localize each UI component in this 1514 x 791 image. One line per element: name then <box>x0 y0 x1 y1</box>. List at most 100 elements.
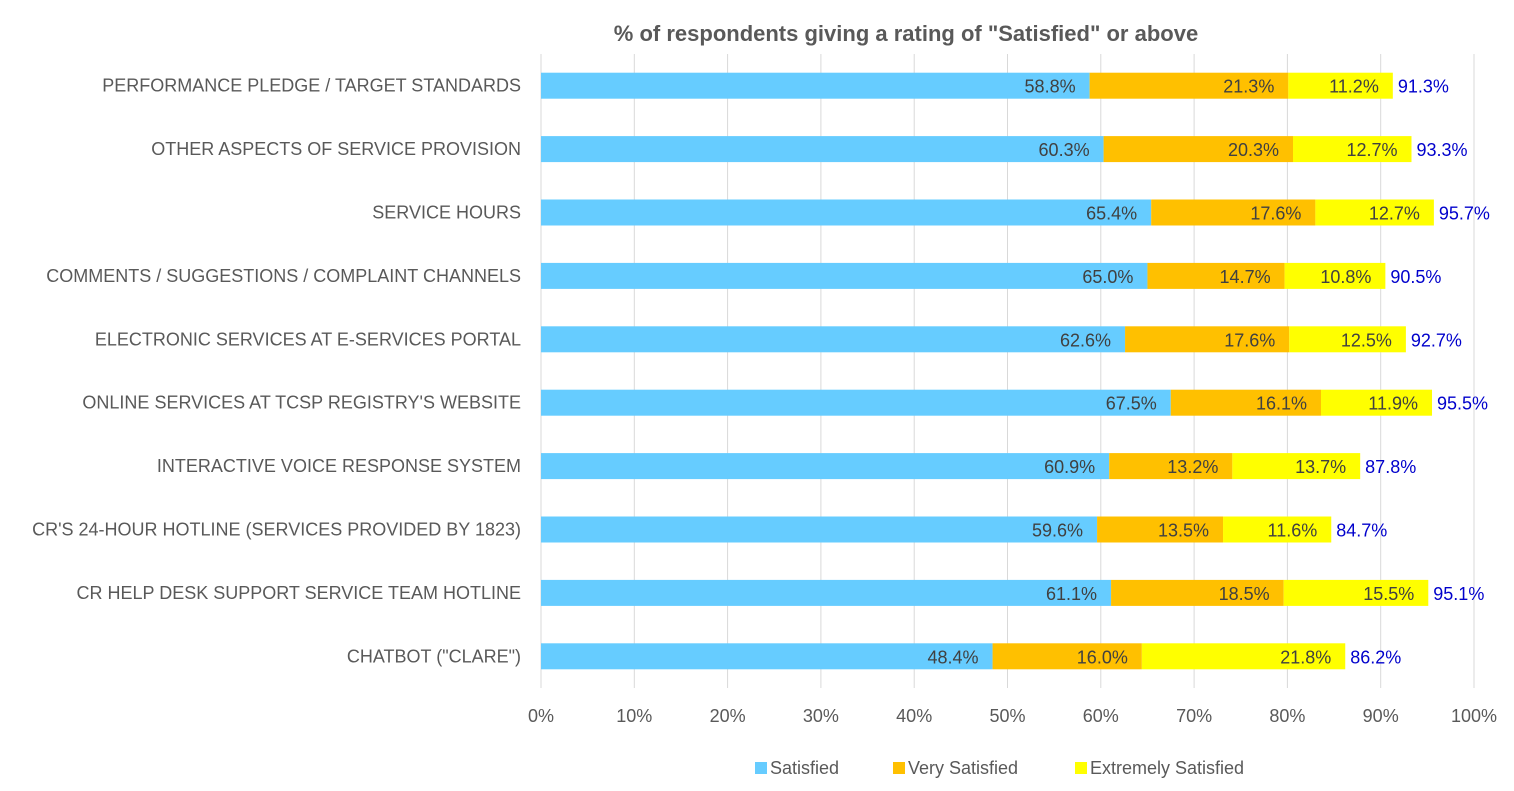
bar-segment-satisfied[interactable] <box>541 453 1110 480</box>
segment-value-label: 14.7% <box>1220 267 1271 287</box>
bar-segment-satisfied[interactable] <box>541 72 1090 99</box>
segment-value-label: 13.2% <box>1167 457 1218 477</box>
bar-segment-extremely-satisfied[interactable] <box>1315 199 1434 226</box>
bar-row: 67.5% 16.1% 11.9% 95.5% <box>541 389 1488 416</box>
bar-row: 65.4% 17.6% 12.7% 95.7% <box>541 199 1490 226</box>
segment-value-label: 10.8% <box>1320 267 1371 287</box>
bar-segment-extremely-satisfied[interactable] <box>1283 579 1429 606</box>
segment-value-label: 16.0% <box>1077 647 1128 667</box>
segment-value-label: 12.7% <box>1346 140 1397 160</box>
segment-value-label: 11.2% <box>1329 77 1379 97</box>
segment-value-label: 61.1% <box>1046 584 1097 604</box>
bar-segment-very-satisfied[interactable] <box>1109 453 1233 480</box>
bar-segment-extremely-satisfied[interactable] <box>1292 136 1412 163</box>
bar-segment-extremely-satisfied[interactable] <box>1223 516 1332 543</box>
bar-segment-very-satisfied[interactable] <box>1170 389 1321 416</box>
legend-item-extremely-satisfied[interactable]: Extremely Satisfied <box>1075 758 1244 778</box>
bar-row: 59.6% 13.5% 11.6% 84.7% <box>541 516 1387 543</box>
bar-row: 65.0% 14.7% 10.8% 90.5% <box>541 262 1441 289</box>
legend-swatch <box>893 762 905 774</box>
bars: 58.8% 21.3% 11.2% 91.3% 60.3% 20.3% 12.7% 93.3%… <box>541 72 1490 670</box>
segment-value-label: 21.8% <box>1280 647 1331 667</box>
segment-value-label: 12.7% <box>1369 204 1420 224</box>
x-tick-label: 40% <box>896 706 932 726</box>
legend-swatch <box>1075 762 1087 774</box>
total-value-label: 90.5% <box>1390 267 1441 287</box>
bar-segment-extremely-satisfied[interactable] <box>1289 326 1406 353</box>
x-tick-label: 20% <box>710 706 746 726</box>
legend[interactable]: Satisfied Very Satisfied Extremely Satisfi… <box>755 758 1244 778</box>
bar-segment-satisfied[interactable] <box>541 389 1171 416</box>
segment-value-label: 67.5% <box>1106 394 1157 414</box>
legend-item-very-satisfied[interactable]: Very Satisfied <box>893 758 1018 778</box>
legend-label: Satisfied <box>770 758 839 778</box>
segment-value-label: 65.0% <box>1082 267 1133 287</box>
bar-segment-extremely-satisfied[interactable] <box>1284 262 1386 289</box>
total-value-label: 93.3% <box>1416 140 1467 160</box>
legend-item-satisfied[interactable]: Satisfied <box>755 758 839 778</box>
bar-segment-very-satisfied[interactable] <box>992 643 1142 670</box>
bar-row: 62.6% 17.6% 12.5% 92.7% <box>541 326 1462 353</box>
segment-value-label: 13.5% <box>1158 521 1209 541</box>
bar-segment-very-satisfied[interactable] <box>1111 579 1284 606</box>
bar-segment-very-satisfied[interactable] <box>1097 516 1224 543</box>
bar-segment-very-satisfied[interactable] <box>1151 199 1316 226</box>
legend-label: Extremely Satisfied <box>1090 758 1244 778</box>
bar-segment-extremely-satisfied[interactable] <box>1232 453 1361 480</box>
category-label: CR'S 24-HOUR HOTLINE (SERVICES PROVIDED … <box>32 520 521 540</box>
bar-segment-satisfied[interactable] <box>541 516 1098 543</box>
x-axis-ticks: 0% 10% 20% 30% 40% 50% 60% 70% 80% 90% 100% <box>528 706 1497 726</box>
bar-row: 60.3% 20.3% 12.7% 93.3% <box>541 136 1468 163</box>
segment-value-label: 11.9% <box>1368 394 1418 414</box>
total-value-label: 91.3% <box>1398 77 1449 97</box>
bar-row: 60.9% 13.2% 13.7% 87.8% <box>541 453 1416 480</box>
x-tick-label: 70% <box>1176 706 1212 726</box>
bar-segment-satisfied[interactable] <box>541 262 1148 289</box>
bar-segment-satisfied[interactable] <box>541 643 993 670</box>
bar-segment-very-satisfied[interactable] <box>1103 136 1293 163</box>
category-label: SERVICE HOURS <box>372 203 521 223</box>
bar-segment-very-satisfied[interactable] <box>1125 326 1290 353</box>
segment-value-label: 13.7% <box>1295 457 1346 477</box>
category-label: ONLINE SERVICES AT TCSP REGISTRY'S WEBSI… <box>82 393 521 413</box>
segment-value-label: 17.6% <box>1224 330 1275 350</box>
total-value-label: 84.7% <box>1336 521 1387 541</box>
x-tick-label: 100% <box>1451 706 1497 726</box>
bar-segment-satisfied[interactable] <box>541 199 1152 226</box>
bar-segment-satisfied[interactable] <box>541 579 1112 606</box>
bar-segment-satisfied[interactable] <box>541 136 1104 163</box>
segment-value-label: 59.6% <box>1032 521 1083 541</box>
bar-segment-very-satisfied[interactable] <box>1089 72 1289 99</box>
total-value-label: 92.7% <box>1411 330 1462 350</box>
segment-value-label: 16.1% <box>1256 394 1307 414</box>
segment-value-label: 60.3% <box>1039 140 1090 160</box>
total-value-label: 95.5% <box>1437 394 1488 414</box>
bar-segment-extremely-satisfied[interactable] <box>1141 643 1346 670</box>
category-label: CHATBOT ("CLARE") <box>347 646 521 666</box>
segment-value-label: 20.3% <box>1228 140 1279 160</box>
segment-value-label: 18.5% <box>1219 584 1270 604</box>
bar-segment-extremely-satisfied[interactable] <box>1288 72 1393 99</box>
category-label: OTHER ASPECTS OF SERVICE PROVISION <box>151 139 521 159</box>
total-value-label: 95.1% <box>1433 584 1484 604</box>
chart-title: % of respondents giving a rating of "Sat… <box>614 21 1198 46</box>
legend-swatch <box>755 762 767 774</box>
x-tick-label: 80% <box>1269 706 1305 726</box>
total-value-label: 87.8% <box>1365 457 1416 477</box>
segment-value-label: 62.6% <box>1060 330 1111 350</box>
bar-segment-satisfied[interactable] <box>541 326 1126 353</box>
bar-row: 61.1% 18.5% 15.5% 95.1% <box>541 579 1484 606</box>
segment-value-label: 21.3% <box>1223 77 1274 97</box>
category-label: ELECTRONIC SERVICES AT E-SERVICES PORTAL <box>95 329 521 349</box>
x-tick-label: 90% <box>1363 706 1399 726</box>
bar-row: 58.8% 21.3% 11.2% 91.3% <box>541 72 1449 99</box>
bar-segment-extremely-satisfied[interactable] <box>1320 389 1433 416</box>
x-tick-label: 30% <box>803 706 839 726</box>
segment-value-label: 11.6% <box>1268 521 1318 541</box>
x-tick-label: 60% <box>1083 706 1119 726</box>
segment-value-label: 60.9% <box>1044 457 1095 477</box>
bar-segment-very-satisfied[interactable] <box>1147 262 1285 289</box>
category-labels: PERFORMANCE PLEDGE / TARGET STANDARDS OTH… <box>32 76 521 667</box>
